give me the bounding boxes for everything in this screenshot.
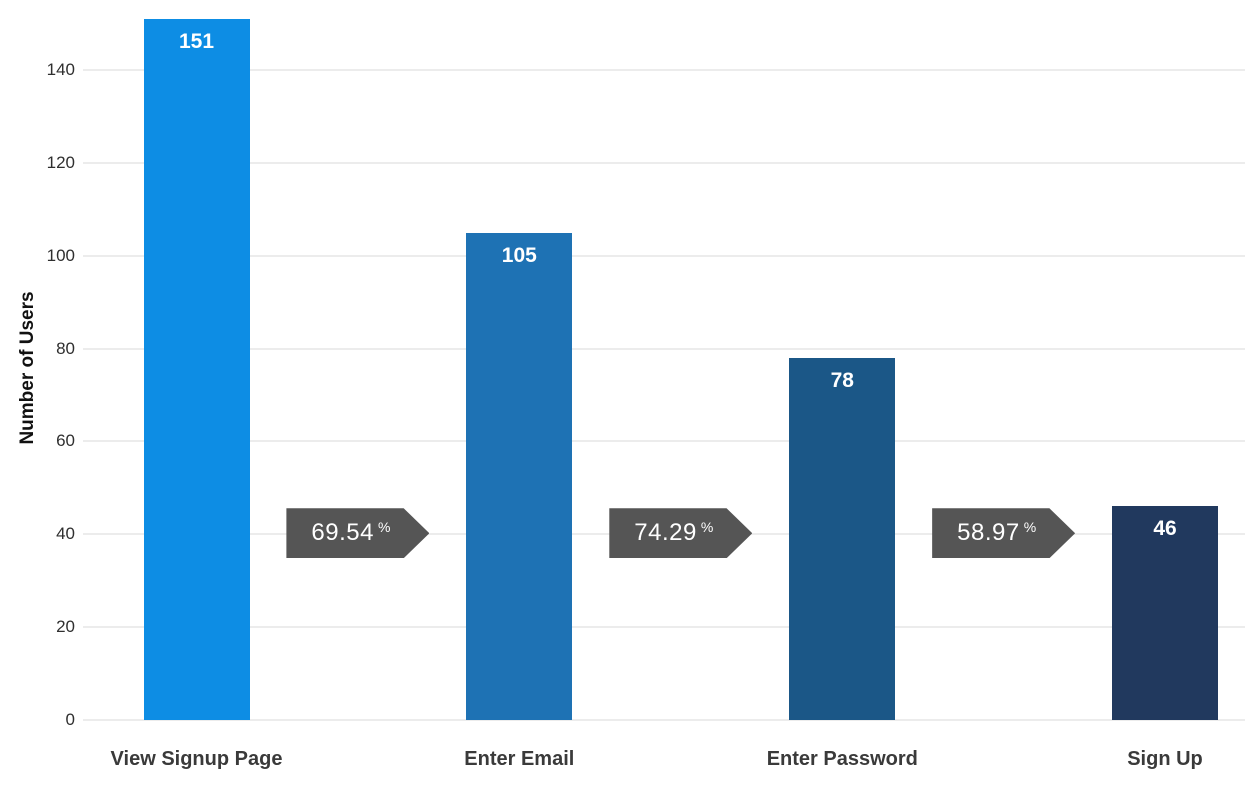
y-tick-label-40: 40 — [56, 524, 75, 544]
x-axis-label-3: Sign Up — [1127, 748, 1203, 770]
y-axis-title: Number of Users — [17, 291, 38, 445]
gridline-y-140 — [83, 69, 1245, 71]
conversion-value: 58.97 — [957, 519, 1020, 547]
gridline-y-80 — [83, 347, 1245, 350]
gridline-y-120 — [83, 161, 1245, 164]
bar-3: 46 — [1112, 506, 1218, 720]
gridline-y-60 — [83, 440, 1245, 443]
bar-0: 151 — [143, 18, 250, 720]
x-axis-label-2: Enter Password — [766, 748, 918, 770]
conversion-percent-sign: % — [1023, 519, 1037, 536]
bar-2: 78 — [789, 357, 896, 720]
y-tick-label-0: 0 — [65, 710, 75, 729]
x-axis-label-0: View Signup Page — [110, 748, 283, 770]
gridline-y-0 — [83, 719, 1245, 721]
bar-value-label: 151 — [178, 29, 215, 53]
bar-value-label: 46 — [1153, 517, 1177, 541]
conversion-percent-sign: % — [377, 519, 391, 536]
conversion-value: 74.29 — [634, 519, 697, 547]
x-axis-label-1: Enter Email — [464, 748, 575, 770]
conversion-percent-sign: % — [700, 519, 714, 536]
y-tick-label-20: 20 — [56, 617, 75, 637]
bar-1: 105 — [466, 232, 573, 720]
y-tick-label-60: 60 — [56, 431, 75, 451]
y-tick-label-120: 120 — [46, 152, 75, 172]
y-tick-label-140: 140 — [46, 60, 75, 79]
bar-value-label: 78 — [830, 368, 854, 392]
conversion-arrow-2: 58.97% — [932, 508, 1076, 559]
conversion-value: 69.54 — [311, 519, 374, 547]
conversion-arrow-1: 74.29% — [609, 508, 753, 559]
gridline-y-20 — [83, 626, 1245, 629]
gridline-y-100 — [83, 254, 1245, 257]
bar-value-label: 105 — [501, 243, 537, 267]
y-tick-label-80: 80 — [56, 338, 75, 358]
y-tick-label-100: 100 — [46, 245, 75, 265]
conversion-arrow-0: 69.54% — [286, 508, 430, 559]
